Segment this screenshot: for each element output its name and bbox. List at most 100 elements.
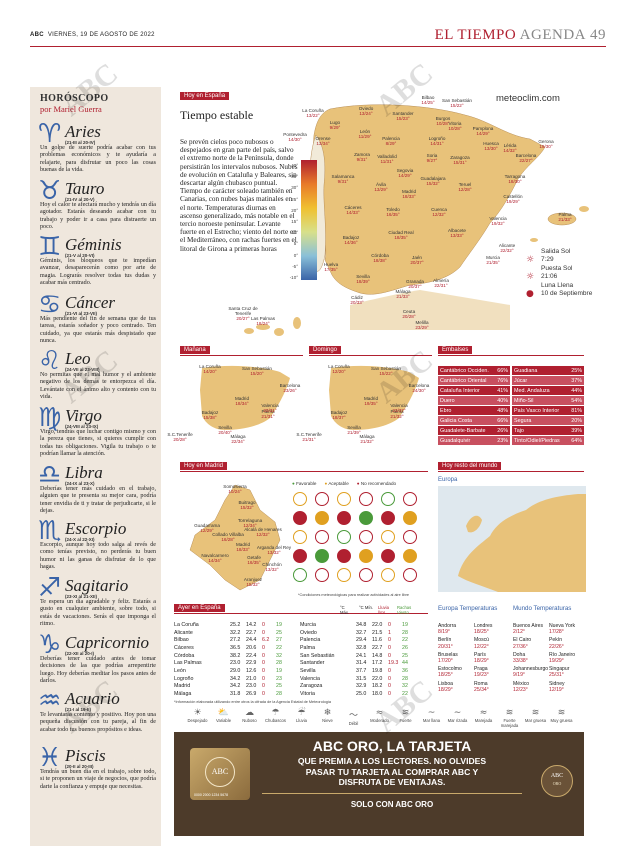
legend-icon: ☁ <box>245 708 254 718</box>
scale-tick: -5° <box>292 263 298 269</box>
temperature-scale-bar <box>301 160 317 280</box>
temp-value: 25/31° <box>549 672 564 679</box>
sunday-rule <box>309 355 432 356</box>
town-label: Getafe 16/35° <box>232 555 276 565</box>
yesterday-cell: 31.5 <box>356 675 367 682</box>
city-name: Palma <box>390 409 404 414</box>
madrid-legend: ● Favorable ● Aceptable ● No recomendado <box>292 481 396 486</box>
sign-name: Leo <box>65 349 91 368</box>
reservoir-cell: Galicia Costa 66% <box>438 416 510 425</box>
yesterday-cell: 0 <box>388 683 391 690</box>
city-label: Logroño 14/31° <box>415 136 459 146</box>
city-label: Lérida 14/32° <box>488 143 532 153</box>
reservoir-pct: 37% <box>571 377 582 384</box>
legend-item: ☂ Chubascos <box>264 708 287 728</box>
yesterday-cell: 23.0 <box>230 660 241 667</box>
reservoir-cell: Tajo 39% <box>512 426 584 435</box>
city-name: Pamplona <box>472 126 494 131</box>
legend-icon: ≋ <box>531 708 540 718</box>
europe-label: Europa <box>438 477 458 483</box>
temp-row: Lisboa 18/29° Roma 25/34° <box>438 681 510 693</box>
city-label: La Coruña 14/20° <box>192 364 228 374</box>
reservoir-cell: Cantábrico Occiden. 66% <box>438 366 510 375</box>
reservoir-name: Galicia Costa <box>440 417 473 424</box>
city-temp: 8/29° <box>385 141 397 147</box>
city-label: Toledo 16/35° <box>371 207 415 217</box>
activity-icon <box>359 530 373 544</box>
city-label: Orense 13/34° <box>301 136 345 146</box>
activity-icon <box>293 492 307 506</box>
city-name: San Sebastián <box>242 366 272 371</box>
city-label: Castellón 19/29° <box>491 194 535 204</box>
activity-icon <box>337 530 351 544</box>
temp-city: Moscú <box>474 637 490 644</box>
ad-divider <box>262 793 522 794</box>
temp-city: Johannesburgo <box>513 666 549 673</box>
city-name: Burgos <box>435 116 451 121</box>
legend-label: Mar gruesa <box>524 718 547 723</box>
temp-city: Bruselas <box>438 651 458 658</box>
temp-cell: Praga 19/23° <box>474 666 510 678</box>
city-label: Madrid 18/33° <box>387 189 431 199</box>
tomorrow-rule <box>180 355 303 356</box>
temp-value: 12/19° <box>549 686 564 693</box>
city-name: Palencia <box>382 136 400 141</box>
sign-glyph-icon: ♓ <box>38 743 62 773</box>
city-label: Oviedo 13/24° <box>344 106 388 116</box>
city-name: Sevilla <box>347 425 361 430</box>
city-name: Pontevedra <box>283 132 307 137</box>
yesterday-cell: 31.8 <box>230 691 241 698</box>
city-temp: 21/39° <box>347 430 361 436</box>
sign-glyph-icon: ♒ <box>38 686 62 716</box>
sign-glyph-icon: ♍ <box>38 403 62 433</box>
city-temp: 23/29° <box>415 325 429 331</box>
temp-value: 18/25° <box>474 629 489 636</box>
world-rule <box>438 471 584 472</box>
yesterday-cell: 12.6 <box>246 667 257 674</box>
yesterday-cell: 22.9 <box>246 660 257 667</box>
city-label: Gerona 19/30° <box>524 139 568 149</box>
yesterday-cell: Vitoria <box>300 691 315 698</box>
yesterday-row: Palencia 29.4 11.6 0 22 <box>300 636 428 644</box>
yesterday-row: Córdoba 38.2 22.4 0 32 <box>174 652 296 660</box>
city-name: Madrid <box>401 189 417 194</box>
city-label: La Coruña 13/22° <box>291 108 335 118</box>
temp-city: Pekín <box>549 637 563 644</box>
reservoir-cell: Cataluña Interior 41% <box>438 386 510 395</box>
city-label: Vitoria 10/28° <box>433 121 477 131</box>
temp-city: París <box>474 651 486 658</box>
yesterday-row: Bilbao 27.2 24.4 6.2 27 <box>174 636 296 644</box>
ad-cta[interactable]: SOLO CON ABC ORO <box>350 800 434 809</box>
city-name: León <box>359 129 371 134</box>
city-temp: 21/35° <box>486 260 500 266</box>
activity-icon <box>403 549 417 563</box>
town-label: Aranjuez 15/32° <box>231 577 275 587</box>
city-temp: 13/24° <box>359 111 373 117</box>
sign-glyph-icon: ♉ <box>38 176 62 206</box>
city-name: Albacete <box>448 228 466 233</box>
legend-item: ☁ Nuboso <box>238 708 261 728</box>
legend-label: Muy gruesa <box>550 718 573 723</box>
city-label: Almería 22/31° <box>419 278 463 288</box>
legend-not-recommended: ● No recomendado <box>356 481 397 486</box>
reservoir-name: Med. Andaluza <box>514 387 550 394</box>
europe-temps-title: Europa Temperaturas <box>438 605 498 612</box>
town-temp: 16/28° <box>221 537 235 543</box>
temp-value: 33/38° <box>513 658 528 665</box>
yesterday-cell: 22.0 <box>372 675 383 682</box>
legend-icon: 〜 <box>348 711 358 721</box>
yesterday-row: Valencia 31.5 22.0 0 28 <box>300 675 428 683</box>
yesterday-cell: 34.2 <box>230 675 241 682</box>
reservoir-row: Cantábrico Occiden. 66% Guadiana 25% <box>438 366 584 375</box>
city-label: Valencia 23/37° <box>381 403 417 413</box>
town-temp: 18/33° <box>236 547 250 553</box>
reservoir-pct: 76% <box>497 377 508 384</box>
legend-icon: ≋ <box>557 708 566 718</box>
yesterday-headers: °C Máx. °C Mín. Lluvia l/m² Rachas Vient… <box>340 605 411 615</box>
city-name: Sevilla <box>218 425 232 430</box>
yesterday-cell: 34.2 <box>230 683 241 690</box>
city-temp: 24/30° <box>412 388 426 394</box>
sign-name: Libra <box>65 463 103 482</box>
activity-icon <box>381 492 395 506</box>
reservoir-name: Cantábrico Occiden. <box>440 367 489 374</box>
